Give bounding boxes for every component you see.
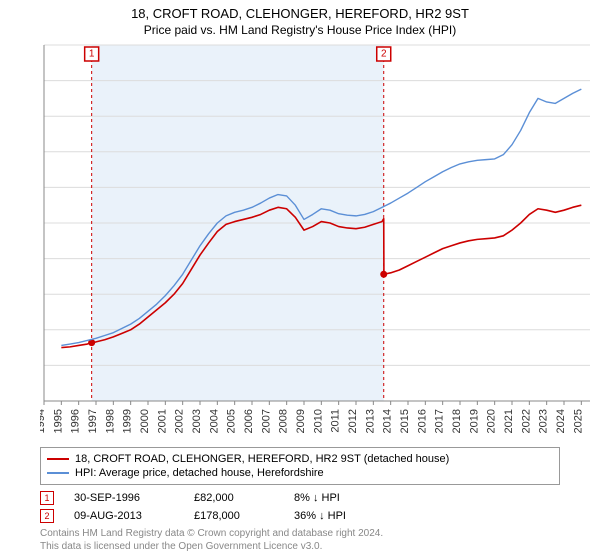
svg-text:2: 2 [381,49,387,60]
legend-item: HPI: Average price, detached house, Here… [47,466,553,480]
sale-date: 09-AUG-2013 [74,510,174,522]
legend-label: 18, CROFT ROAD, CLEHONGER, HEREFORD, HR2… [75,453,449,465]
svg-text:1: 1 [89,49,95,60]
sale-date: 30-SEP-1996 [74,492,174,504]
chart-subtitle: Price paid vs. HM Land Registry's House … [0,21,600,41]
svg-text:1999: 1999 [122,409,134,433]
svg-text:2020: 2020 [486,409,498,433]
svg-text:2013: 2013 [364,409,376,433]
sales-table: 1 30-SEP-1996 £82,000 8% ↓ HPI 2 09-AUG-… [40,489,560,525]
svg-text:2025: 2025 [572,409,584,433]
svg-text:2022: 2022 [520,409,532,433]
sale-row: 1 30-SEP-1996 £82,000 8% ↓ HPI [40,489,560,507]
legend-swatch [47,458,69,460]
svg-text:1994: 1994 [40,409,47,433]
svg-text:2016: 2016 [416,409,428,433]
footer-line: Contains HM Land Registry data © Crown c… [40,527,560,540]
svg-text:2003: 2003 [191,409,203,433]
chart-svg: £0£50K£100K£150K£200K£250K£300K£350K£400… [40,41,600,441]
svg-text:2014: 2014 [382,409,394,433]
svg-text:2011: 2011 [330,409,342,433]
svg-text:2021: 2021 [503,409,515,433]
svg-text:2007: 2007 [260,409,272,433]
footer-line: This data is licensed under the Open Gov… [40,540,560,553]
svg-text:2000: 2000 [139,409,151,433]
svg-text:1996: 1996 [70,409,82,433]
chart-plot-area: £0£50K£100K£150K£200K£250K£300K£350K£400… [40,41,600,441]
legend-label: HPI: Average price, detached house, Here… [75,467,324,479]
legend-swatch [47,472,69,474]
footer: Contains HM Land Registry data © Crown c… [40,527,560,553]
svg-text:2002: 2002 [174,409,186,433]
svg-text:1997: 1997 [87,409,99,433]
chart-container: 18, CROFT ROAD, CLEHONGER, HEREFORD, HR2… [0,0,600,560]
svg-text:1998: 1998 [104,409,116,433]
sale-row: 2 09-AUG-2013 £178,000 36% ↓ HPI [40,507,560,525]
svg-text:2015: 2015 [399,409,411,433]
svg-text:2006: 2006 [243,409,255,433]
sale-marker-icon: 1 [40,491,54,505]
chart-title: 18, CROFT ROAD, CLEHONGER, HEREFORD, HR2… [0,0,600,21]
svg-text:2023: 2023 [538,409,550,433]
svg-text:2009: 2009 [295,409,307,433]
svg-text:2019: 2019 [468,409,480,433]
svg-text:2012: 2012 [347,409,359,433]
sale-diff: 8% ↓ HPI [294,492,384,504]
svg-text:2005: 2005 [226,409,238,433]
legend-item: 18, CROFT ROAD, CLEHONGER, HEREFORD, HR2… [47,452,553,466]
svg-text:2001: 2001 [156,409,168,433]
svg-text:2024: 2024 [555,409,567,433]
svg-text:2017: 2017 [434,409,446,433]
sale-price: £82,000 [194,492,274,504]
svg-text:1995: 1995 [52,409,64,433]
svg-text:2004: 2004 [208,409,220,433]
svg-text:2010: 2010 [312,409,324,433]
sale-diff: 36% ↓ HPI [294,510,384,522]
svg-text:2008: 2008 [278,409,290,433]
sale-marker-icon: 2 [40,509,54,523]
sale-price: £178,000 [194,510,274,522]
legend: 18, CROFT ROAD, CLEHONGER, HEREFORD, HR2… [40,447,560,485]
svg-text:2018: 2018 [451,409,463,433]
